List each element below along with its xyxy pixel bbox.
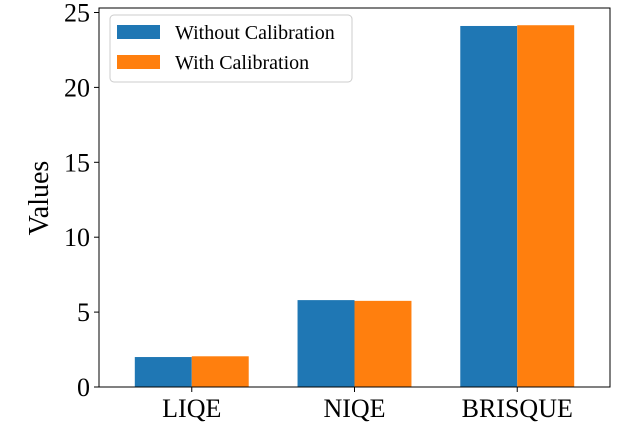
legend-box	[109, 14, 353, 83]
bars-layer	[134, 25, 575, 387]
bar-niqe-with-calibration	[354, 300, 412, 387]
bar-brisque-without-calibration	[460, 25, 518, 387]
x-tick-label-liqe: LIQE	[162, 394, 221, 422]
y-tick-label: 10	[64, 223, 90, 252]
x-tick-label-brisque: BRISQUE	[462, 394, 573, 422]
bar-liqe-without-calibration	[134, 357, 192, 387]
y-tick-label: 0	[77, 373, 90, 402]
y-axis-title: Values	[24, 161, 55, 236]
x-axis: LIQE NIQE BRISQUE	[162, 387, 573, 422]
y-tick-label: 15	[64, 148, 90, 177]
bar-liqe-with-calibration	[191, 356, 249, 387]
legend-label-with-calibration: With Calibration	[175, 52, 309, 74]
y-tick-label: 5	[77, 298, 90, 327]
bar-brisque-with-calibration	[517, 25, 575, 387]
legend-label-without-calibration: Without Calibration	[175, 22, 335, 44]
legend-swatch-with-calibration	[117, 55, 160, 69]
bar-niqe-without-calibration	[297, 300, 355, 387]
y-axis: 0 5 10 15 20 25	[64, 0, 99, 402]
legend-swatch-without-calibration	[117, 25, 160, 39]
y-tick-label: 25	[64, 0, 90, 27]
x-tick-label-niqe: NIQE	[323, 394, 385, 422]
y-tick-label: 20	[64, 73, 90, 102]
legend: Without Calibration With Calibration	[109, 14, 353, 83]
